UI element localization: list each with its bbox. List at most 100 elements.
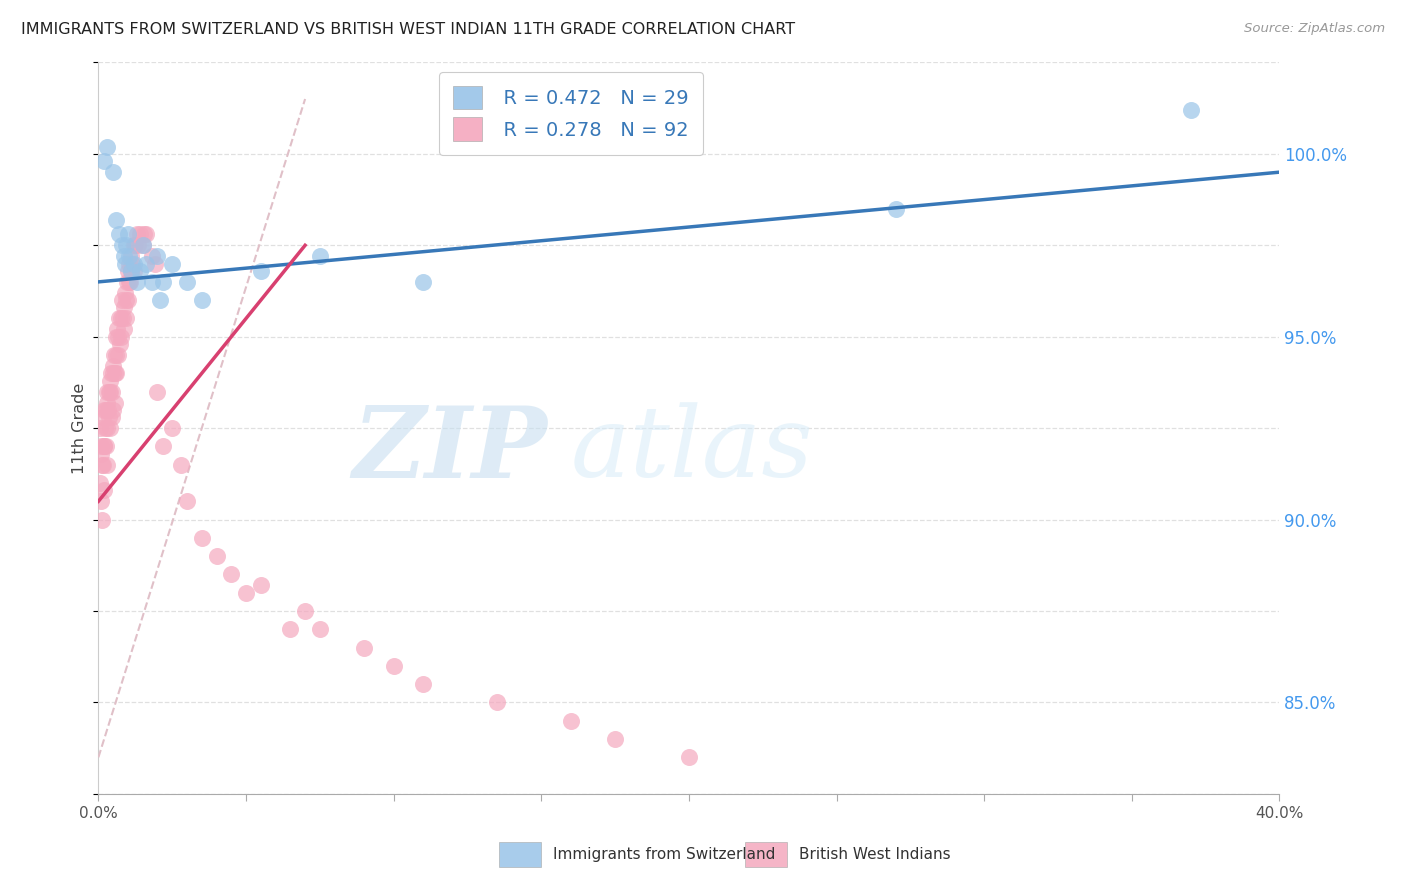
Point xyxy=(97,384,120,399)
Point xyxy=(117,227,139,242)
Point xyxy=(141,249,163,263)
Point xyxy=(103,348,125,362)
Point xyxy=(111,238,134,252)
Point xyxy=(678,750,700,764)
Text: British West Indians: British West Indians xyxy=(799,847,950,862)
Text: atlas: atlas xyxy=(571,402,814,498)
Point xyxy=(235,585,257,599)
Point xyxy=(105,330,128,344)
Point xyxy=(135,257,157,271)
Point xyxy=(122,257,145,271)
Point xyxy=(91,410,114,425)
Point xyxy=(309,249,332,263)
Point xyxy=(170,458,193,472)
Point xyxy=(141,275,163,289)
Point xyxy=(309,623,332,637)
Point xyxy=(112,249,135,263)
Point xyxy=(103,165,125,179)
Point xyxy=(128,264,150,278)
Point xyxy=(89,476,111,491)
Point xyxy=(96,421,118,435)
Point xyxy=(105,322,128,336)
Point xyxy=(125,227,148,242)
Point xyxy=(278,623,302,637)
Point xyxy=(135,227,157,242)
Point xyxy=(117,275,139,289)
Point xyxy=(122,238,145,252)
Point xyxy=(114,257,136,271)
Point xyxy=(128,227,150,242)
Point xyxy=(221,567,243,582)
Point xyxy=(96,139,118,153)
Point xyxy=(90,439,112,453)
Text: Source: ZipAtlas.com: Source: ZipAtlas.com xyxy=(1244,22,1385,36)
Point xyxy=(114,285,136,300)
Point xyxy=(94,403,117,417)
Point xyxy=(104,395,127,409)
Point xyxy=(97,403,120,417)
Point xyxy=(100,410,122,425)
Point xyxy=(486,696,509,710)
Point xyxy=(118,249,141,263)
Point xyxy=(90,494,112,508)
Point xyxy=(191,531,214,545)
Legend:   R = 0.472   N = 29,   R = 0.278   N = 92: R = 0.472 N = 29, R = 0.278 N = 92 xyxy=(439,72,703,154)
Point xyxy=(108,311,131,326)
Point xyxy=(191,293,214,308)
Point xyxy=(152,439,174,453)
Point xyxy=(107,348,129,362)
Point xyxy=(105,367,128,381)
Bar xyxy=(745,842,787,867)
Point xyxy=(108,227,131,242)
Point xyxy=(127,238,149,252)
Point xyxy=(884,202,907,216)
Point xyxy=(100,384,122,399)
Point xyxy=(100,367,122,381)
Point xyxy=(94,439,117,453)
Point xyxy=(103,359,125,373)
Point xyxy=(107,330,129,344)
Point xyxy=(1180,103,1202,117)
Point xyxy=(112,301,135,315)
Point xyxy=(294,604,316,618)
Point xyxy=(93,439,115,453)
Point xyxy=(120,249,142,263)
Point xyxy=(96,395,118,409)
Point xyxy=(104,367,127,381)
Point xyxy=(108,337,131,351)
Point xyxy=(115,238,138,252)
Point xyxy=(122,264,145,278)
Point xyxy=(93,403,115,417)
Point xyxy=(89,421,111,435)
Bar xyxy=(499,842,541,867)
Point xyxy=(97,410,120,425)
Point xyxy=(605,731,627,746)
Point xyxy=(121,257,143,271)
Point xyxy=(412,677,434,691)
Point xyxy=(125,275,148,289)
Point xyxy=(124,238,146,252)
Point xyxy=(176,494,198,508)
Point xyxy=(146,249,169,263)
Point xyxy=(105,212,128,227)
Point xyxy=(98,374,121,388)
Point xyxy=(120,275,142,289)
Point xyxy=(93,439,115,453)
Point xyxy=(132,238,155,252)
Point xyxy=(152,275,174,289)
Point xyxy=(143,257,166,271)
Point xyxy=(91,458,114,472)
Point xyxy=(98,384,121,399)
Point xyxy=(110,311,132,326)
Point xyxy=(382,659,405,673)
Text: ZIP: ZIP xyxy=(353,402,547,499)
Point xyxy=(162,257,183,271)
Point xyxy=(250,578,273,592)
Point xyxy=(412,275,434,289)
Y-axis label: 11th Grade: 11th Grade xyxy=(72,383,87,474)
Point xyxy=(111,311,134,326)
Point xyxy=(117,264,139,278)
Point xyxy=(176,275,198,289)
Point xyxy=(96,384,118,399)
Point xyxy=(121,264,143,278)
